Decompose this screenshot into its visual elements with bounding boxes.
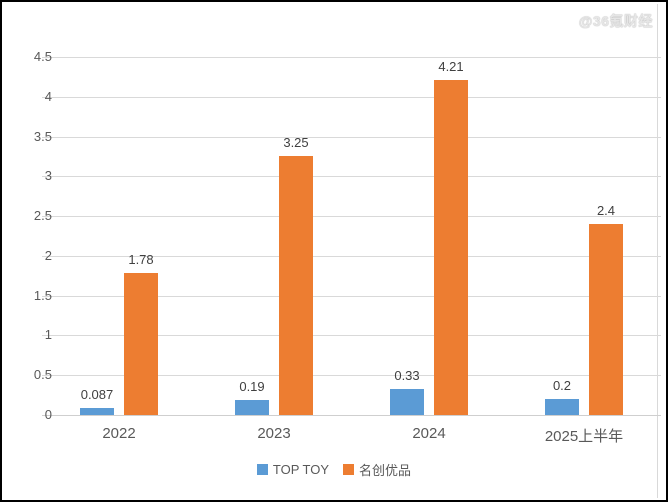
- y-tick-label: 1.5: [33, 288, 52, 303]
- x-tick-label: 2023: [257, 425, 291, 442]
- legend: TOP TOY 名创优品: [2, 460, 666, 479]
- legend-label: TOP TOY: [272, 462, 330, 477]
- gridline: [42, 335, 661, 336]
- bar-top-toy: [80, 408, 114, 415]
- gridline: [42, 137, 661, 138]
- y-tick-label: 0.5: [33, 367, 52, 382]
- gridline: [42, 256, 661, 257]
- bar-value-label: 0.33: [394, 368, 420, 383]
- y-tick-label: 2.5: [33, 208, 52, 223]
- bar-名创优品: [589, 224, 623, 415]
- bar-名创优品: [434, 80, 468, 415]
- y-tick-label: 0: [44, 407, 52, 422]
- x-tick-label: 2024: [412, 425, 446, 442]
- watermark-36kr: @36氪财经: [578, 13, 653, 29]
- bar-名创优品: [279, 156, 313, 415]
- gridline: [42, 375, 661, 376]
- bar-value-label: 0.087: [80, 387, 114, 402]
- legend-label: 名创优品: [359, 463, 412, 478]
- gridline: [42, 57, 661, 58]
- legend-item-名创优品: 名创优品: [343, 460, 411, 479]
- bar-top-toy: [390, 389, 424, 415]
- legend-swatch-icon: [343, 464, 355, 475]
- gridline: [42, 176, 661, 177]
- bar-value-label: 2.4: [596, 203, 616, 218]
- bar-value-label: 0.19: [239, 379, 265, 394]
- x-axis-line: [42, 415, 661, 416]
- x-tick-label: 2025上半年: [544, 428, 624, 445]
- bar-top-toy: [545, 399, 579, 415]
- gridline: [42, 97, 661, 98]
- gridline: [42, 216, 661, 217]
- bar-名创优品: [124, 273, 158, 415]
- bar-value-label: 1.78: [128, 252, 154, 267]
- legend-swatch-icon: [256, 464, 268, 475]
- y-tick-label: 2: [44, 248, 52, 263]
- bar-value-label: 0.2: [552, 378, 572, 393]
- x-tick-label: 2022: [102, 425, 136, 442]
- y-tick-label: 4.5: [33, 49, 52, 64]
- y-tick-label: 3.5: [33, 129, 52, 144]
- y-tick-label: 3: [44, 168, 52, 183]
- chart-right-border: [657, 4, 658, 498]
- y-tick-label: 1: [44, 327, 52, 342]
- y-tick-label: 4: [44, 89, 52, 104]
- legend-item-top-toy: TOP TOY: [256, 462, 330, 477]
- bar-value-label: 4.21: [438, 59, 464, 74]
- gridline: [42, 296, 661, 297]
- bar-value-label: 3.25: [283, 135, 309, 150]
- bar-top-toy: [235, 400, 269, 415]
